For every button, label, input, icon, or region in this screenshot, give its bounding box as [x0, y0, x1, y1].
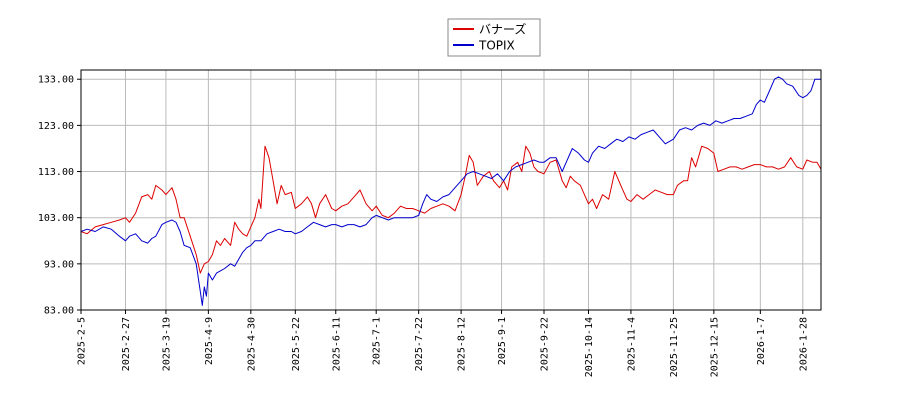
y-tick-label: 133.00 [38, 75, 74, 86]
y-tick-label: 93.00 [44, 259, 74, 270]
x-tick-label: 2026-1-28 [798, 317, 809, 371]
y-tick-label: 123.00 [38, 121, 74, 132]
series-line-banners [80, 145, 822, 274]
legend: バナーズ TOPIX [447, 18, 541, 57]
y-tick-label: 83.00 [44, 306, 74, 317]
y-axis: 83.00 93.00 103.00 113.00 123.00 133.00 [38, 75, 81, 317]
x-tick-label: 2025-9-1 [497, 317, 508, 365]
x-tick-label: 2025-7-1 [372, 317, 383, 365]
y-tick-label: 113.00 [38, 167, 74, 178]
x-tick-label: 2026-1-7 [756, 317, 767, 365]
series-line-topix [80, 76, 821, 306]
grid [80, 70, 821, 311]
x-tick-label: 2025-4-30 [246, 317, 257, 371]
x-tick-label: 2025-2-5 [77, 317, 88, 365]
x-tick-label: 2025-12-15 [709, 317, 720, 377]
legend-box [447, 18, 541, 57]
x-tick-label: 2025-11-25 [669, 317, 680, 377]
plot-area [80, 69, 822, 311]
x-tick-label: 2025-3-19 [161, 317, 172, 371]
x-tick-label: 2025-6-11 [331, 317, 342, 371]
x-tick-label: 2025-5-22 [291, 317, 302, 371]
y-tick-label: 103.00 [38, 213, 74, 224]
series-lines [80, 76, 822, 306]
x-axis: 2025-2-5 2025-2-27 2025-3-19 2025-4-9 2025-4… [77, 310, 809, 377]
legend-label: バナーズ [479, 22, 526, 37]
x-tick-label: 2025-4-9 [204, 317, 215, 365]
x-tick-label: 2025-7-22 [414, 317, 425, 371]
legend-label: TOPIX [478, 39, 515, 53]
x-tick-label: 2025-10-14 [584, 317, 595, 377]
x-tick-label: 2025-9-22 [540, 317, 551, 371]
x-tick-label: 2025-2-27 [121, 317, 132, 371]
x-tick-label: 2025-11-4 [626, 317, 637, 371]
x-tick-label: 2025-8-12 [457, 317, 468, 371]
